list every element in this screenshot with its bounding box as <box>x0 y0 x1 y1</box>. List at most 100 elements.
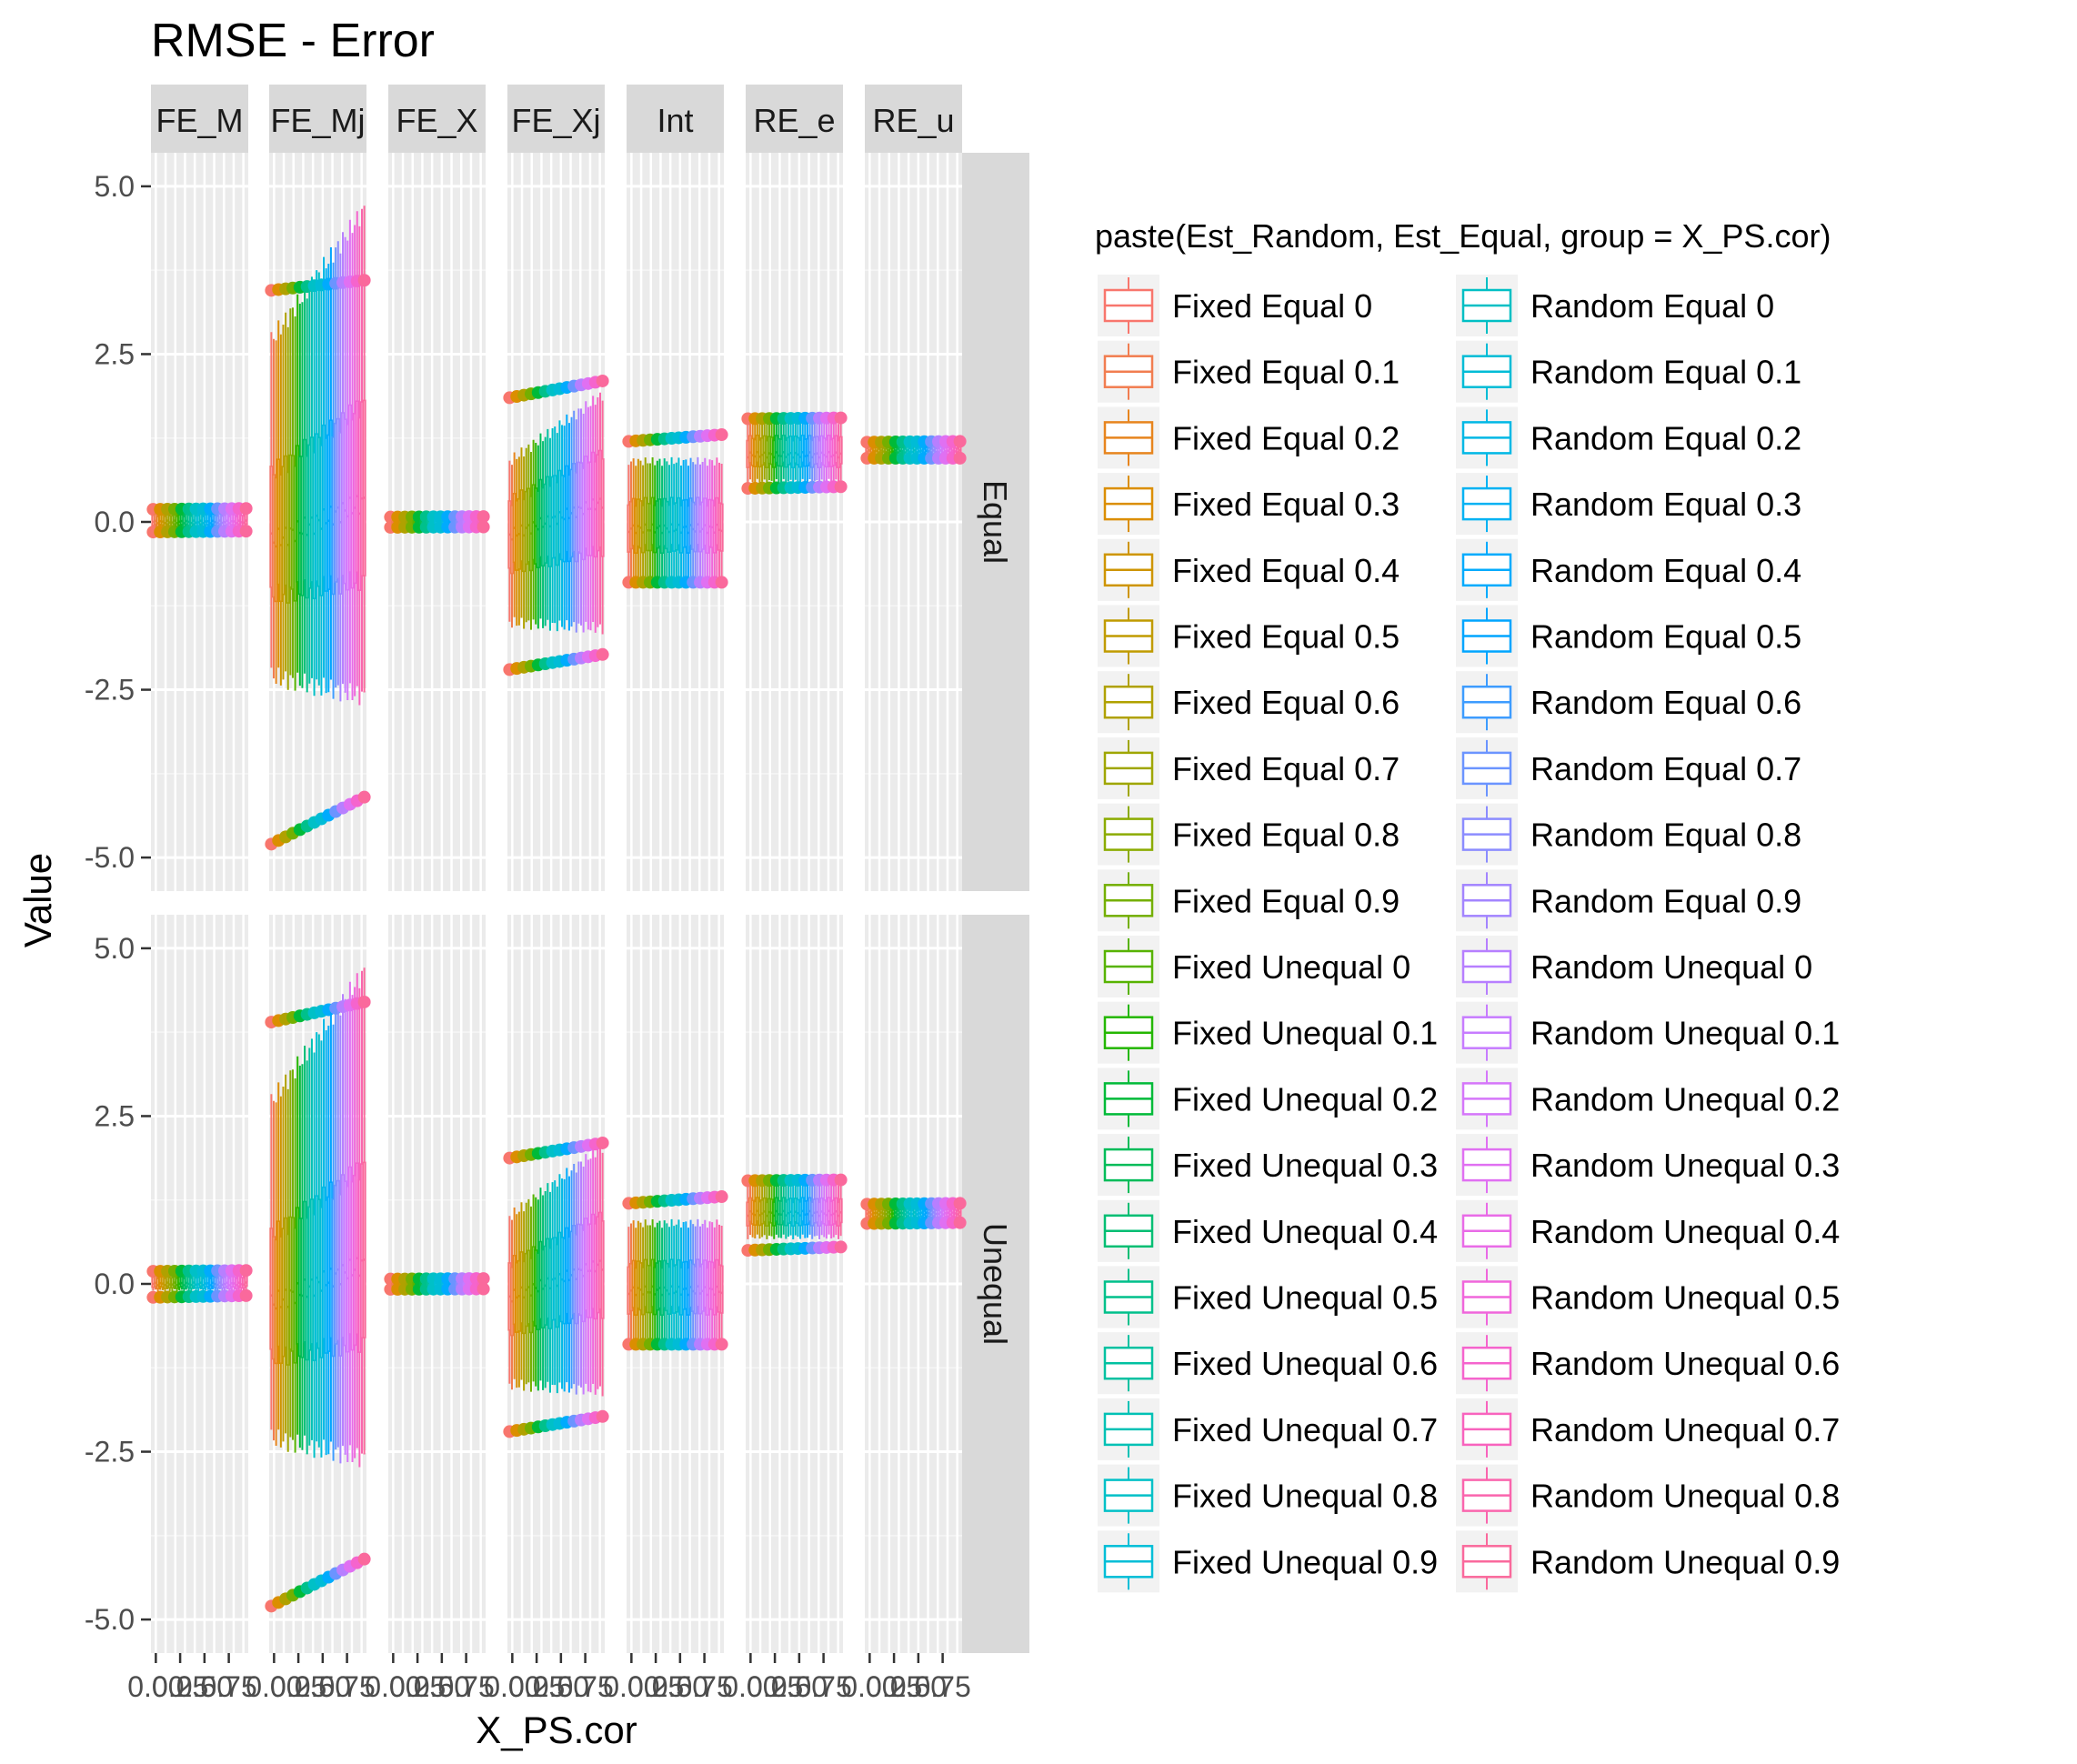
panel-RE_e-Unequal <box>746 915 843 1653</box>
x-tick-label: 0.75 <box>200 1670 256 1703</box>
y-axis-label: Value <box>16 853 59 947</box>
legend-label: Random Unequal 0.2 <box>1530 1080 1840 1118</box>
legend-label: Random Equal 0.1 <box>1530 354 1801 391</box>
y-tick-label: 2.5 <box>95 1099 135 1132</box>
legend-entry: Fixed Equal 0.2 <box>1098 406 1400 469</box>
boxes-RE_e-Unequal <box>741 1173 848 1258</box>
legend-entry: Random Unequal 0.9 <box>1456 1530 1840 1593</box>
legend-label: Random Unequal 0.5 <box>1530 1279 1840 1317</box>
x-tick-label: 0.25 <box>152 1670 208 1703</box>
legend-label: Random Unequal 0.4 <box>1530 1213 1840 1250</box>
legend-entry: Random Equal 0.9 <box>1456 869 1801 932</box>
outlier-point <box>834 1240 848 1254</box>
legend-label: Random Equal 0.4 <box>1530 552 1801 589</box>
box <box>838 436 843 465</box>
row-strip-Unequal <box>961 915 1029 1653</box>
outlier-point <box>477 520 490 534</box>
facet-label: FE_M <box>156 102 243 139</box>
legend-label: Fixed Equal 0.3 <box>1172 486 1400 523</box>
legend-entry: Random Equal 0 <box>1456 275 1774 336</box>
legend-label: Fixed Equal 0.8 <box>1172 817 1400 854</box>
x-tick-label: 0.25 <box>866 1670 922 1703</box>
box <box>362 399 366 576</box>
facet-strip-FE_Xj <box>507 85 605 153</box>
legend-label: Fixed Unequal 0.5 <box>1172 1279 1438 1317</box>
outlier-point <box>596 374 609 387</box>
outlier-point <box>239 525 253 538</box>
legend-label: Fixed Equal 0.5 <box>1172 618 1400 656</box>
panel-RE_u-Equal <box>865 153 962 891</box>
y-tick-label: 0.0 <box>95 506 135 538</box>
boxes-FE_M-Unequal <box>146 1264 253 1304</box>
legend-entry: Random Unequal 0.3 <box>1456 1134 1840 1197</box>
boxes-RE_e-Equal <box>741 411 848 496</box>
x-tick-label: 0.75 <box>557 1670 613 1703</box>
x-axis: 0.000.250.500.750.000.250.500.750.000.25… <box>127 1653 971 1703</box>
legend-label: Fixed Unequal 0.4 <box>1172 1213 1438 1250</box>
x-tick-label: 0.25 <box>508 1670 565 1703</box>
boxes-FE_X-Unequal <box>384 1272 490 1296</box>
x-tick-label: 0.00 <box>603 1670 659 1703</box>
legend-entry: Fixed Equal 0.3 <box>1098 473 1400 536</box>
y-axes: 5.0 2.5 0.0 -2.5 -5.0 5.0 2.5 0.0 -2.5 -5.0 <box>85 170 151 1636</box>
boxes-FE_Mj-Unequal <box>265 967 371 1613</box>
box <box>244 513 248 526</box>
boxes-FE_Xj-Equal <box>503 374 609 677</box>
legend-entry: Random Equal 0.7 <box>1456 737 1801 799</box>
legend-label: Fixed Unequal 0.9 <box>1172 1543 1438 1580</box>
legend-entry: Random Unequal 0.6 <box>1456 1332 1840 1395</box>
outlier-point <box>596 647 609 661</box>
legend-entry: Fixed Equal 0.6 <box>1098 671 1400 734</box>
facet-strip-RE_u <box>865 85 962 153</box>
outlier-point <box>834 480 848 494</box>
legend-entries: Fixed Equal 0 Fixed Equal 0.1 Fixed Equal … <box>1098 275 1840 1593</box>
legend-entry: Random Unequal 0.5 <box>1456 1266 1840 1328</box>
panels <box>146 153 967 1653</box>
facet-strip-Int <box>627 85 724 153</box>
x-tick-label: 0.50 <box>533 1670 589 1703</box>
boxes-Int-Equal <box>622 428 728 589</box>
x-tick-label: 0.50 <box>771 1670 828 1703</box>
legend-label: Random Equal 0.8 <box>1530 817 1801 854</box>
x-tick-label: 0.75 <box>318 1670 375 1703</box>
row-label: Equal <box>977 480 1014 564</box>
x-tick-label: 0.25 <box>270 1670 326 1703</box>
facet-label: FE_Xj <box>511 102 600 139</box>
legend-entry: Fixed Unequal 0.6 <box>1098 1332 1438 1395</box>
legend-entry: Fixed Equal 0.8 <box>1098 803 1400 866</box>
outlier-point <box>953 451 967 465</box>
legend-entry: Random Unequal 0.2 <box>1456 1067 1840 1130</box>
facet-label: FE_X <box>396 102 477 139</box>
legend-label: Random Unequal 0.1 <box>1530 1015 1840 1052</box>
legend-entry: Fixed Unequal 0.3 <box>1098 1134 1438 1197</box>
legend-entry: Fixed Unequal 0.9 <box>1098 1530 1438 1593</box>
legend-label: Fixed Unequal 0.2 <box>1172 1080 1438 1118</box>
facet-label: Int <box>657 102 693 139</box>
legend-entry: Random Unequal 0.4 <box>1456 1199 1840 1262</box>
x-tick-label: 0.00 <box>365 1670 421 1703</box>
x-tick-label: 0.75 <box>914 1670 970 1703</box>
x-tick-label: 0.00 <box>484 1670 540 1703</box>
y-tick-label: -5.0 <box>85 1603 135 1636</box>
legend-label: Random Equal 0 <box>1530 287 1774 325</box>
legend-entry: Fixed Unequal 0.7 <box>1098 1398 1438 1460</box>
legend-entry: Random Equal 0.2 <box>1456 406 1801 469</box>
legend-label: Fixed Unequal 0.1 <box>1172 1015 1438 1052</box>
legend-label: Fixed Unequal 0 <box>1172 948 1410 986</box>
legend-label: Random Equal 0.7 <box>1530 750 1801 787</box>
x-tick-label: 0.00 <box>722 1670 778 1703</box>
x-tick-label: 0.50 <box>890 1670 947 1703</box>
legend-label: Fixed Equal 0 <box>1172 287 1372 325</box>
legend-entry: Random Unequal 0 <box>1456 936 1812 997</box>
legend-label: Fixed Unequal 0.3 <box>1172 1147 1438 1184</box>
legend-entry: Fixed Unequal 0.1 <box>1098 1001 1438 1064</box>
x-tick-label: 0.50 <box>295 1670 351 1703</box>
x-axis-label: X_PS.cor <box>476 1709 637 1751</box>
y-tick-label: -5.0 <box>85 841 135 874</box>
panel-RE_e-Equal <box>746 153 843 891</box>
legend: paste(Est_Random, Est_Equal, group = X_P… <box>1095 217 1840 1593</box>
legend-entry: Fixed Equal 0.7 <box>1098 737 1400 799</box>
row-strip-Equal <box>961 153 1029 891</box>
legend-label: Fixed Unequal 0.7 <box>1172 1411 1438 1448</box>
